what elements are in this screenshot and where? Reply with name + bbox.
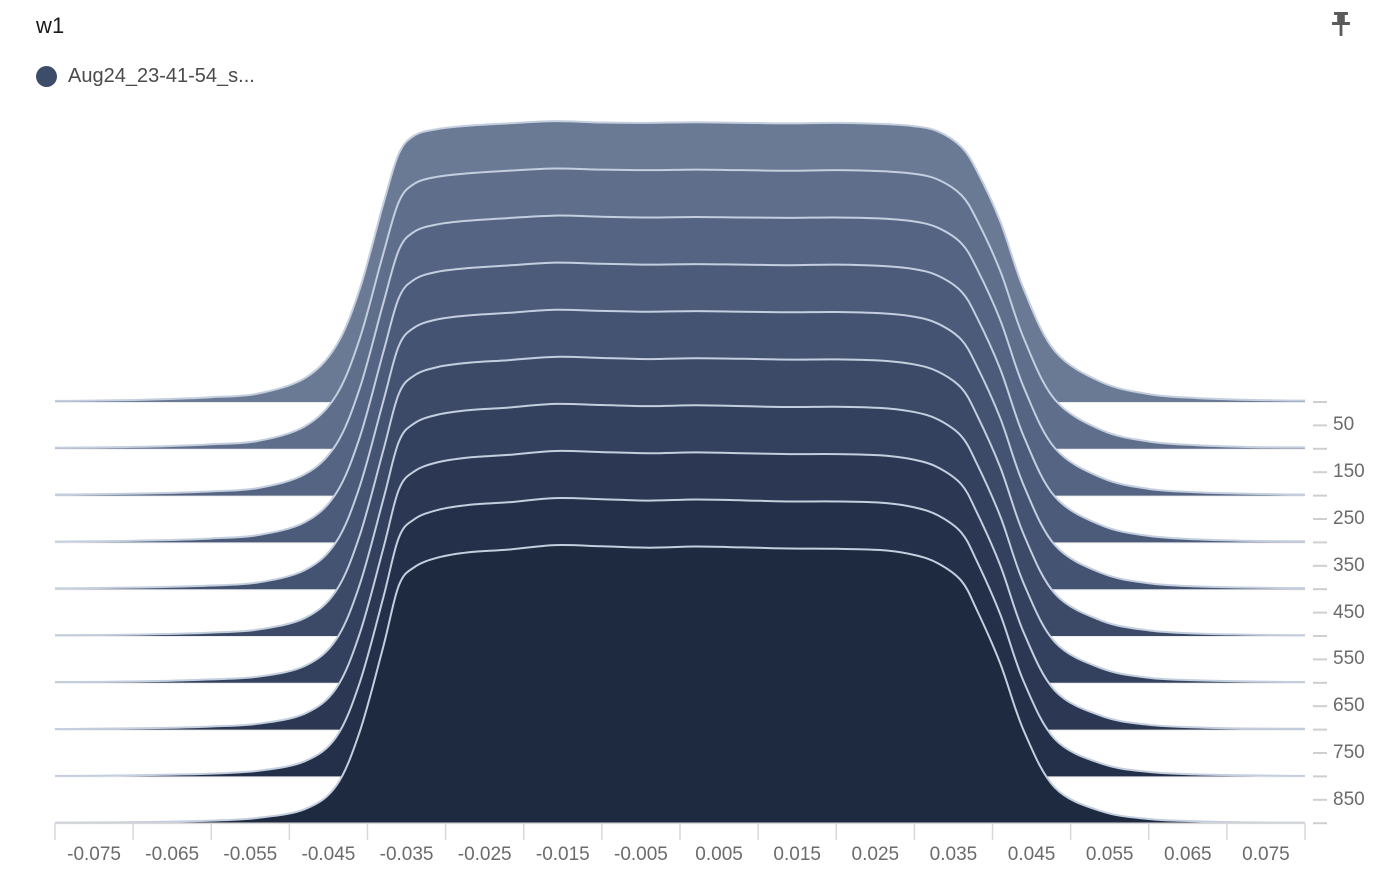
page-title: w1: [36, 13, 65, 38]
pushpin-icon[interactable]: [1324, 8, 1358, 42]
ridge-outline: [54, 496, 1306, 777]
ridge-outline: [54, 308, 1306, 590]
ridge-series-group: [54, 120, 1306, 824]
ridge-outline: [54, 402, 1306, 683]
x-axis: [54, 822, 1306, 841]
ridge-outline: [54, 214, 1306, 496]
legend-item-label: Aug24_23-41-54_s...: [68, 65, 255, 87]
ridge-area: [55, 545, 1305, 824]
ridge-outline: [54, 355, 1306, 637]
ridge-outline: [54, 449, 1306, 731]
legend-dot-icon: [36, 65, 57, 87]
chart-legend[interactable]: Aug24_23-41-54_s...: [36, 64, 255, 88]
ridge-outline: [54, 544, 1306, 824]
ridge-outline: [54, 261, 1306, 543]
ridge-outline: [54, 120, 1306, 402]
ridge-outline: [54, 167, 1306, 449]
y-axis-ticks: [1313, 401, 1327, 825]
